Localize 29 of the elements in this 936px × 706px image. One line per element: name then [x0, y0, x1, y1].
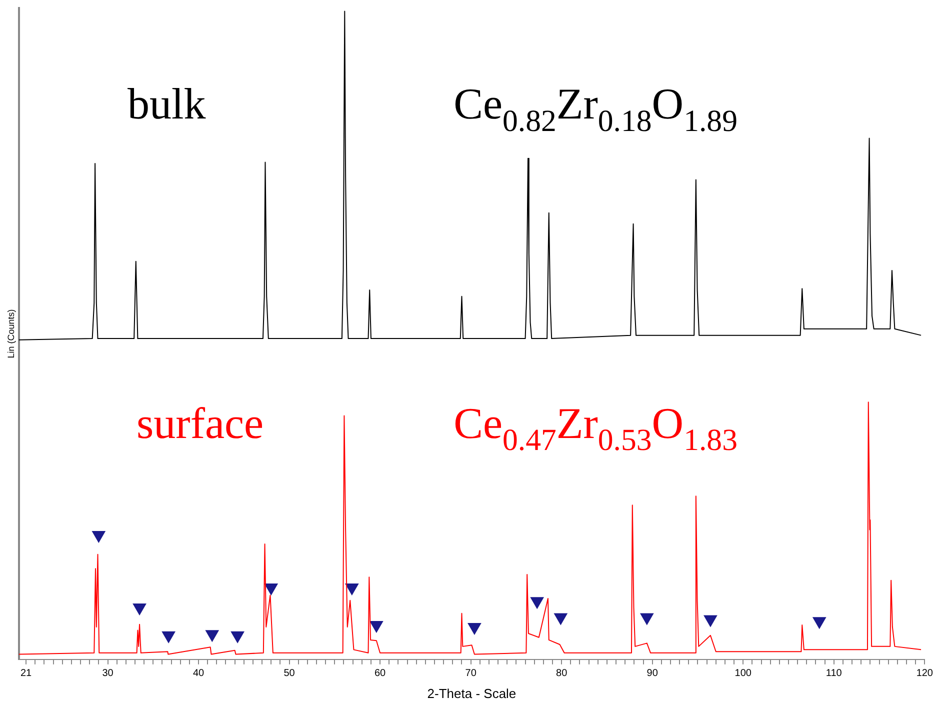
point — [230, 631, 244, 643]
x-tick-label: 21 — [20, 668, 32, 680]
point — [162, 631, 176, 643]
point — [554, 613, 568, 625]
x-tick-label: 70 — [465, 668, 477, 680]
y-axis-title: Lin (Counts) — [6, 309, 16, 358]
point — [345, 583, 358, 595]
x-tick-label: 100 — [734, 668, 752, 680]
x-tick-label: 80 — [556, 668, 568, 680]
series-label: surface — [136, 398, 264, 448]
x-tick-label: 60 — [374, 668, 386, 680]
x-tick-label: 110 — [826, 668, 842, 680]
point — [370, 621, 383, 633]
point — [530, 597, 544, 609]
x-tick-label: 50 — [284, 668, 296, 680]
x-tick-label: 40 — [192, 668, 205, 680]
series-label: bulk — [128, 80, 206, 129]
x-tick-label: 90 — [646, 668, 658, 680]
x-tick-label: 30 — [102, 668, 114, 680]
point — [264, 583, 278, 595]
point — [704, 615, 718, 627]
x-tick-label: 120 — [916, 668, 934, 680]
point — [812, 617, 826, 629]
point — [206, 630, 219, 642]
point — [92, 530, 106, 542]
point — [132, 604, 146, 616]
x-axis-title: 2-Theta - Scale — [427, 686, 516, 701]
point — [640, 613, 654, 625]
point — [468, 622, 482, 634]
